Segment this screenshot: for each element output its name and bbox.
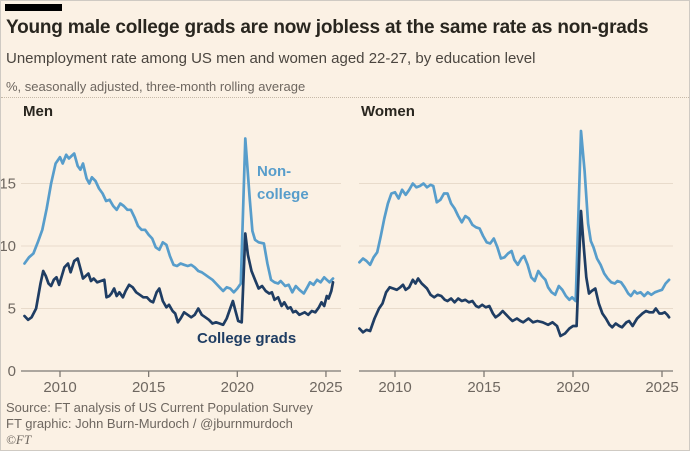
copyright-text: ©FT [6, 432, 32, 447]
chart-men: 2010 2015 2020 2025 0 5 10 15 Non-college College… [1, 137, 343, 395]
chart-title: Young male college grads are now jobless… [6, 17, 649, 38]
x-tick-label: 2025 [309, 379, 342, 395]
x-tick-label: 2020 [556, 379, 589, 395]
chart-women: 2010 2015 2020 2025 [358, 129, 679, 395]
series-line-non-college [23, 137, 335, 295]
header-divider [1, 97, 689, 98]
series-line-college-grads [23, 232, 335, 327]
x-tick-label: 2015 [467, 379, 500, 395]
y-tick-label: 10 [1, 238, 16, 255]
y-tick-label: 5 [8, 301, 16, 318]
series-line-college-grads [358, 209, 671, 338]
series-label-college-grads: College grads [197, 330, 296, 347]
x-tick-label: 2025 [645, 379, 678, 395]
x-tick-label: 2020 [221, 379, 254, 395]
series-label-non-college: college [257, 186, 309, 203]
x-tick-label: 2015 [132, 379, 165, 395]
y-tick-label: 15 [1, 176, 16, 193]
x-tick-label: 2010 [43, 379, 76, 395]
panel-label-men: Men [23, 103, 53, 120]
series-line-non-college [358, 129, 671, 303]
series-label-non-college: Non- [257, 163, 291, 180]
panel-label-women: Women [361, 103, 415, 120]
ft-brand-bar [5, 4, 62, 11]
x-tick-label: 2010 [378, 379, 411, 395]
y-tick-label: 0 [8, 363, 16, 380]
chart-note: %, seasonally adjusted, three-month roll… [6, 79, 306, 94]
chart-subtitle: Unemployment rate among US men and women… [6, 50, 536, 67]
source-text: Source: FT analysis of US Current Popula… [6, 400, 313, 415]
credit-text: FT graphic: John Burn-Murdoch / @jburnmu… [6, 416, 293, 431]
